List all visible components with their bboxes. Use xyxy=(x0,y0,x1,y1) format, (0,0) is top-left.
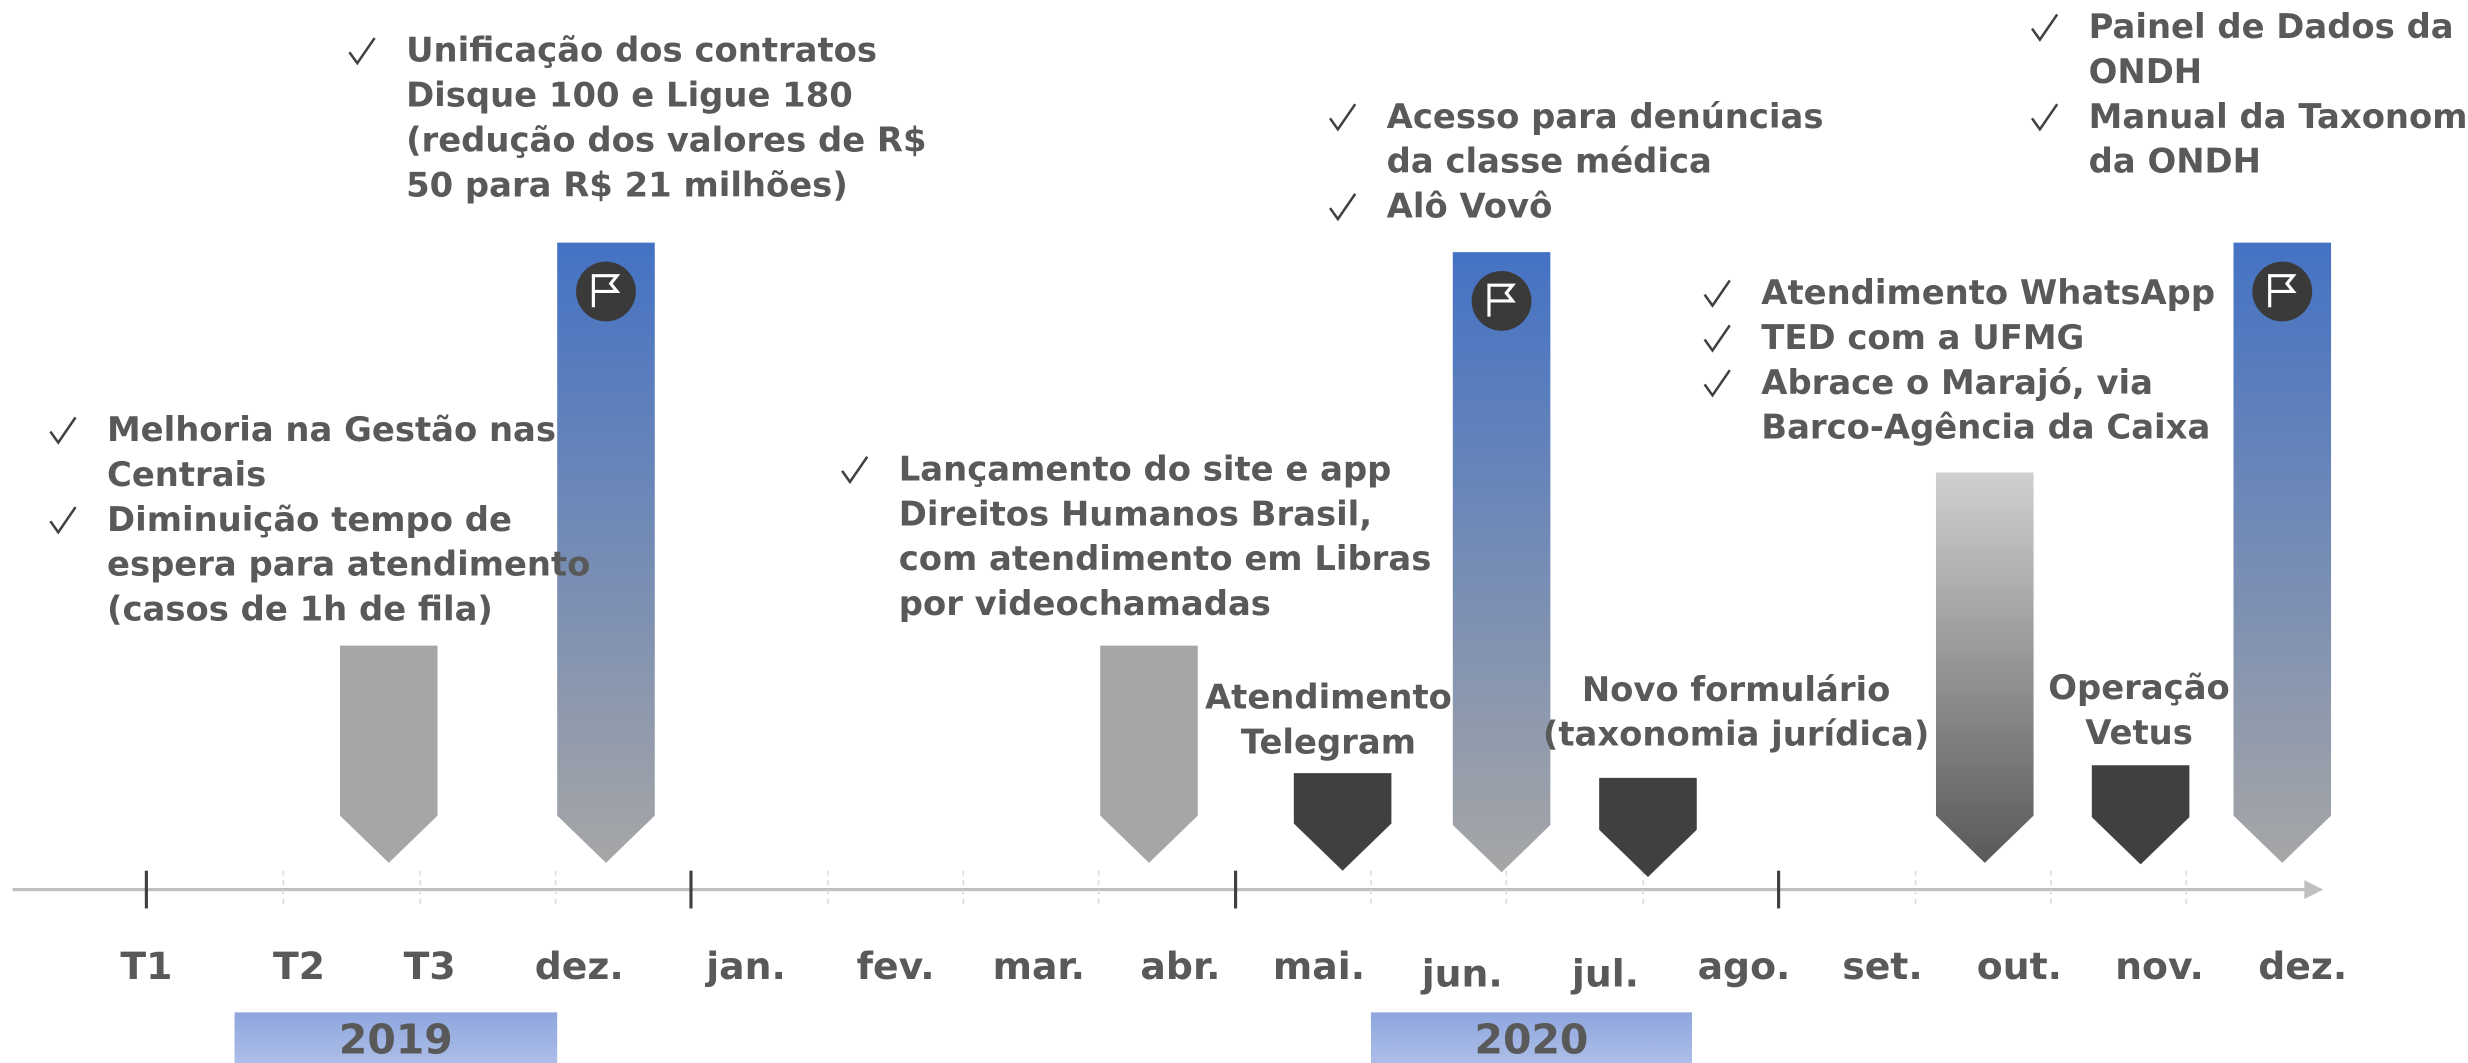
caption-line: Novo formulário xyxy=(1582,670,1891,709)
milestone-marker xyxy=(339,645,438,863)
axis-label: nov. xyxy=(2115,944,2204,988)
axis-label: abr. xyxy=(1140,944,1220,988)
milestone-marker xyxy=(1599,777,1697,877)
milestone-marker xyxy=(2091,765,2190,865)
note-line: ONDH xyxy=(2089,52,2202,91)
axis-label: T1 xyxy=(120,944,172,988)
axis-arrow xyxy=(2304,880,2324,900)
caption-line: Telegram xyxy=(1241,722,1416,761)
year-label: 2019 xyxy=(339,1015,453,1063)
axis-label: jul. xyxy=(1570,952,1639,996)
note-line: Unificação dos contratos xyxy=(406,31,877,70)
axis-label: T2 xyxy=(273,944,325,988)
caption-line: Vetus xyxy=(2085,713,2193,752)
note-line: Acesso para denúncias xyxy=(1387,97,1824,136)
caption-line: Operação xyxy=(2048,668,2230,707)
check-mark xyxy=(1703,324,1731,353)
note-line: (redução dos valores de R$ xyxy=(406,120,926,159)
flag-icon xyxy=(591,274,621,308)
axis-label: mar. xyxy=(993,944,1085,988)
check-mark xyxy=(49,416,77,445)
milestone-marker xyxy=(1452,252,1551,873)
caption-line: Atendimento xyxy=(1205,678,1452,717)
note-line: Abrace o Marajó, via xyxy=(1761,363,2153,402)
flag-icon xyxy=(2268,274,2297,308)
note-line: (casos de 1h de fila) xyxy=(107,589,493,628)
axis-label: out. xyxy=(1977,944,2062,988)
flag-icon xyxy=(1487,283,1516,317)
year-box xyxy=(234,1012,558,1063)
milestone-marker xyxy=(1935,472,2034,863)
milestone-marker xyxy=(2233,242,2332,863)
note-line: Centrais xyxy=(107,455,266,494)
note-line: Manual da Taxonomia xyxy=(2089,97,2468,136)
note-line: TED com a UFMG xyxy=(1761,318,2084,357)
note-line: Direitos Humanos Brasil, xyxy=(899,494,1372,533)
axis-label: jun. xyxy=(1420,952,1503,996)
note-line: Lançamento do site e app xyxy=(899,449,1392,488)
check-mark xyxy=(2030,13,2059,42)
note-line: Melhoria na Gestão nas xyxy=(107,410,556,449)
note-line: da classe médica xyxy=(1387,142,1712,181)
axis-label: dez. xyxy=(535,944,624,988)
year-box xyxy=(1370,1012,1693,1063)
note-line: Alô Vovô xyxy=(1387,187,1553,226)
note-line: espera para atendimento xyxy=(107,545,590,584)
check-mark xyxy=(1328,103,1357,132)
axis-label: jan. xyxy=(704,944,786,988)
note-line: Disque 100 e Ligue 180 xyxy=(406,76,853,115)
milestone-marker xyxy=(1293,773,1392,871)
axis-label: mai. xyxy=(1273,944,1365,988)
note-line: com atendimento em Libras xyxy=(899,539,1432,578)
axis-label: set. xyxy=(1842,944,1923,988)
note-line: Painel de Dados da xyxy=(2089,7,2454,46)
note-line: Atendimento WhatsApp xyxy=(1761,273,2215,312)
milestone-marker xyxy=(557,242,655,863)
milestone-marker xyxy=(1100,645,1198,863)
check-mark xyxy=(348,37,376,66)
axis-label: T3 xyxy=(404,944,456,988)
check-mark xyxy=(1703,369,1731,398)
year-label: 2020 xyxy=(1475,1015,1589,1063)
check-mark xyxy=(2030,103,2059,132)
axis-label: dez. xyxy=(2258,944,2347,988)
check-mark xyxy=(1703,279,1731,308)
note-line: Barco-Agência da Caixa xyxy=(1761,408,2210,447)
note-line: da ONDH xyxy=(2089,142,2261,181)
check-mark xyxy=(1328,193,1357,222)
note-line: por videochamadas xyxy=(899,584,1271,623)
axis-label: ago. xyxy=(1698,944,1791,988)
caption-line: (taxonomia jurídica) xyxy=(1543,715,1929,754)
axis-label: fev. xyxy=(857,944,935,988)
note-line: 50 para R$ 21 milhões) xyxy=(406,165,848,204)
check-mark xyxy=(49,506,77,535)
note-line: Diminuição tempo de xyxy=(107,500,512,539)
check-mark xyxy=(841,456,869,485)
